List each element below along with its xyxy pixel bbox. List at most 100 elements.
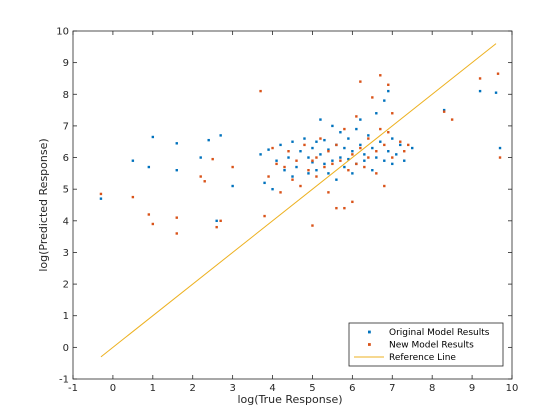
data-point xyxy=(347,157,350,161)
data-point xyxy=(391,137,394,140)
data-point xyxy=(442,108,446,112)
data-point xyxy=(199,156,202,159)
axes: -1 0 1 2 3 4 5 6 7 8 9 10 -1 0 1 2 3 4 5 6 7 8 9 10 xyxy=(56,27,518,395)
data-point xyxy=(407,143,410,147)
y-tick-label: 9 xyxy=(63,58,69,69)
x-tick-label: 6 xyxy=(349,383,355,394)
data-point xyxy=(347,169,350,172)
data-point xyxy=(478,77,482,80)
plot-area xyxy=(99,43,502,358)
data-point xyxy=(391,162,394,166)
data-point xyxy=(307,169,310,172)
data-point xyxy=(339,156,342,159)
y-axis-label: log(Predicted Response) xyxy=(37,138,50,271)
data-point xyxy=(331,124,334,128)
data-point xyxy=(279,191,282,194)
data-point xyxy=(315,156,318,159)
data-point xyxy=(359,143,362,147)
data-point xyxy=(311,146,314,150)
data-point xyxy=(271,187,274,191)
data-point xyxy=(335,206,338,210)
y-tick-label: -1 xyxy=(59,375,69,386)
data-point xyxy=(327,191,330,194)
series-0 xyxy=(99,89,502,223)
data-point xyxy=(351,200,354,204)
data-point xyxy=(403,150,406,153)
data-point xyxy=(263,181,266,185)
data-point xyxy=(219,219,222,223)
data-point xyxy=(231,184,234,188)
data-point xyxy=(351,172,354,175)
data-point xyxy=(335,178,338,181)
data-point xyxy=(498,146,502,150)
data-point xyxy=(379,140,382,143)
data-point xyxy=(498,156,502,159)
data-point xyxy=(371,169,374,172)
data-point xyxy=(383,99,386,102)
y-tick-label: 4 xyxy=(63,216,69,227)
x-tick-label: 0 xyxy=(110,383,116,394)
y-tick-label: 3 xyxy=(63,248,69,259)
legend-marker-swatch xyxy=(368,330,371,334)
y-tick-label: 7 xyxy=(63,121,69,132)
data-point xyxy=(267,148,270,151)
data-point xyxy=(319,137,322,140)
data-point xyxy=(359,118,362,121)
data-point xyxy=(323,138,326,142)
data-point xyxy=(99,197,103,200)
legend-box xyxy=(348,322,504,367)
y-tick-label: 2 xyxy=(63,280,69,291)
data-point xyxy=(331,159,334,162)
data-point xyxy=(271,146,274,150)
data-point xyxy=(391,112,394,115)
data-point xyxy=(383,159,386,162)
data-point xyxy=(315,140,318,143)
data-point xyxy=(399,143,402,147)
data-point xyxy=(323,165,326,169)
data-point xyxy=(411,146,414,150)
x-tick-label: 4 xyxy=(269,383,275,394)
data-point xyxy=(283,165,286,169)
data-point xyxy=(291,175,294,178)
series-2 xyxy=(100,43,497,358)
data-point xyxy=(442,110,446,113)
y-tick-label: 5 xyxy=(63,185,69,196)
x-tick-label: 9 xyxy=(469,383,475,394)
data-point xyxy=(199,175,202,178)
y-tick-label: 10 xyxy=(56,27,69,38)
data-point xyxy=(391,156,394,159)
data-point xyxy=(219,134,222,137)
data-point xyxy=(363,159,366,162)
data-point xyxy=(371,146,374,150)
data-point xyxy=(359,146,362,150)
series-1 xyxy=(99,72,502,235)
data-point xyxy=(343,127,346,131)
data-point xyxy=(478,89,482,93)
data-point xyxy=(203,180,206,183)
data-point xyxy=(131,159,135,162)
data-point xyxy=(315,169,318,172)
data-point xyxy=(147,165,151,169)
data-point xyxy=(351,150,354,153)
data-point xyxy=(175,232,178,235)
data-point xyxy=(375,150,378,153)
data-point xyxy=(311,159,314,162)
data-point xyxy=(387,83,390,86)
data-point xyxy=(215,219,218,223)
x-tick-label: 7 xyxy=(389,383,395,394)
data-point xyxy=(379,127,382,131)
legend-entry-label: Original Model Results xyxy=(389,328,490,338)
data-point xyxy=(275,159,278,162)
data-point xyxy=(319,118,322,121)
data-point xyxy=(307,156,310,159)
data-point xyxy=(311,161,314,164)
data-point xyxy=(335,143,338,147)
data-point xyxy=(351,153,354,156)
data-point xyxy=(387,131,390,134)
data-point xyxy=(367,137,370,140)
reference-line xyxy=(100,43,497,358)
data-point xyxy=(339,159,342,162)
data-point xyxy=(151,135,155,139)
data-point xyxy=(347,137,350,140)
data-point xyxy=(339,131,342,134)
